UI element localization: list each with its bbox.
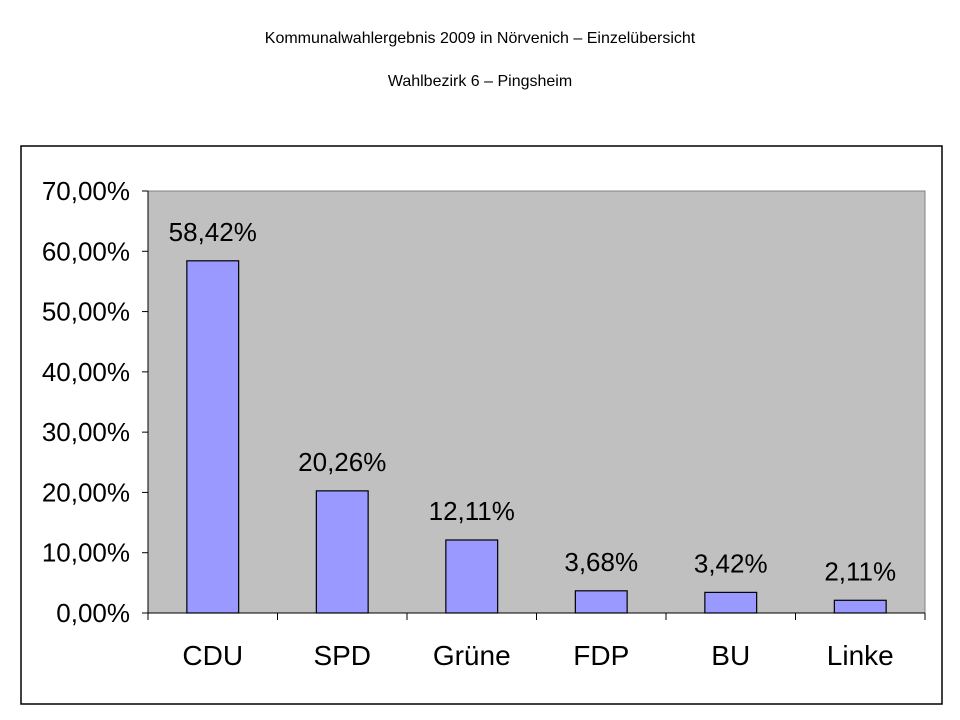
data-label: 3,42% bbox=[694, 548, 768, 578]
chart-subtitle: Wahlbezirk 6 – Pingsheim bbox=[387, 73, 573, 90]
x-tick-label: Grüne bbox=[433, 640, 511, 671]
bars bbox=[186, 260, 887, 614]
bar-bu bbox=[704, 591, 758, 614]
plot-area bbox=[147, 190, 926, 614]
x-tick-label: CDU bbox=[182, 640, 243, 671]
y-tick-label: 40,00% bbox=[42, 357, 130, 387]
y-tick-label: 50,00% bbox=[42, 297, 130, 327]
x-tick-label: BU bbox=[711, 640, 750, 671]
bar-spd bbox=[315, 490, 369, 614]
x-axis: CDU SPD Grüne FDP BU Linke bbox=[147, 612, 926, 671]
x-tick-label: FDP bbox=[573, 640, 629, 671]
data-label: 12,11% bbox=[429, 496, 515, 526]
data-labels: 58,42% 20,26% 12,11% 3,68% 3,42% 2,11% bbox=[169, 217, 896, 586]
data-label: 3,68% bbox=[564, 547, 638, 577]
x-tick-label: Linke bbox=[827, 640, 894, 671]
bar-cdu bbox=[186, 260, 240, 614]
y-tick-label: 60,00% bbox=[42, 236, 130, 266]
y-tick-label: 30,00% bbox=[42, 417, 130, 447]
data-label: 2,11% bbox=[824, 556, 896, 586]
x-tick-label: SPD bbox=[313, 640, 371, 671]
y-axis: 0,00% 10,00% 20,00% 30,00% 40,00% 50,00% 60,00… bbox=[42, 176, 149, 628]
data-label: 58,42% bbox=[169, 217, 257, 247]
chart-title: Kommunalwahlergebnis 2009 in Nörvenich –… bbox=[264, 30, 696, 47]
data-label: 20,26% bbox=[298, 447, 386, 477]
bar-linke bbox=[833, 599, 887, 614]
y-tick-label: 0,00% bbox=[56, 598, 130, 628]
y-tick-label: 70,00% bbox=[42, 176, 130, 206]
bar-grüne bbox=[445, 539, 499, 614]
bar-fdp bbox=[574, 590, 628, 614]
y-tick-label: 10,00% bbox=[42, 538, 130, 568]
y-tick-label: 20,00% bbox=[42, 477, 130, 507]
